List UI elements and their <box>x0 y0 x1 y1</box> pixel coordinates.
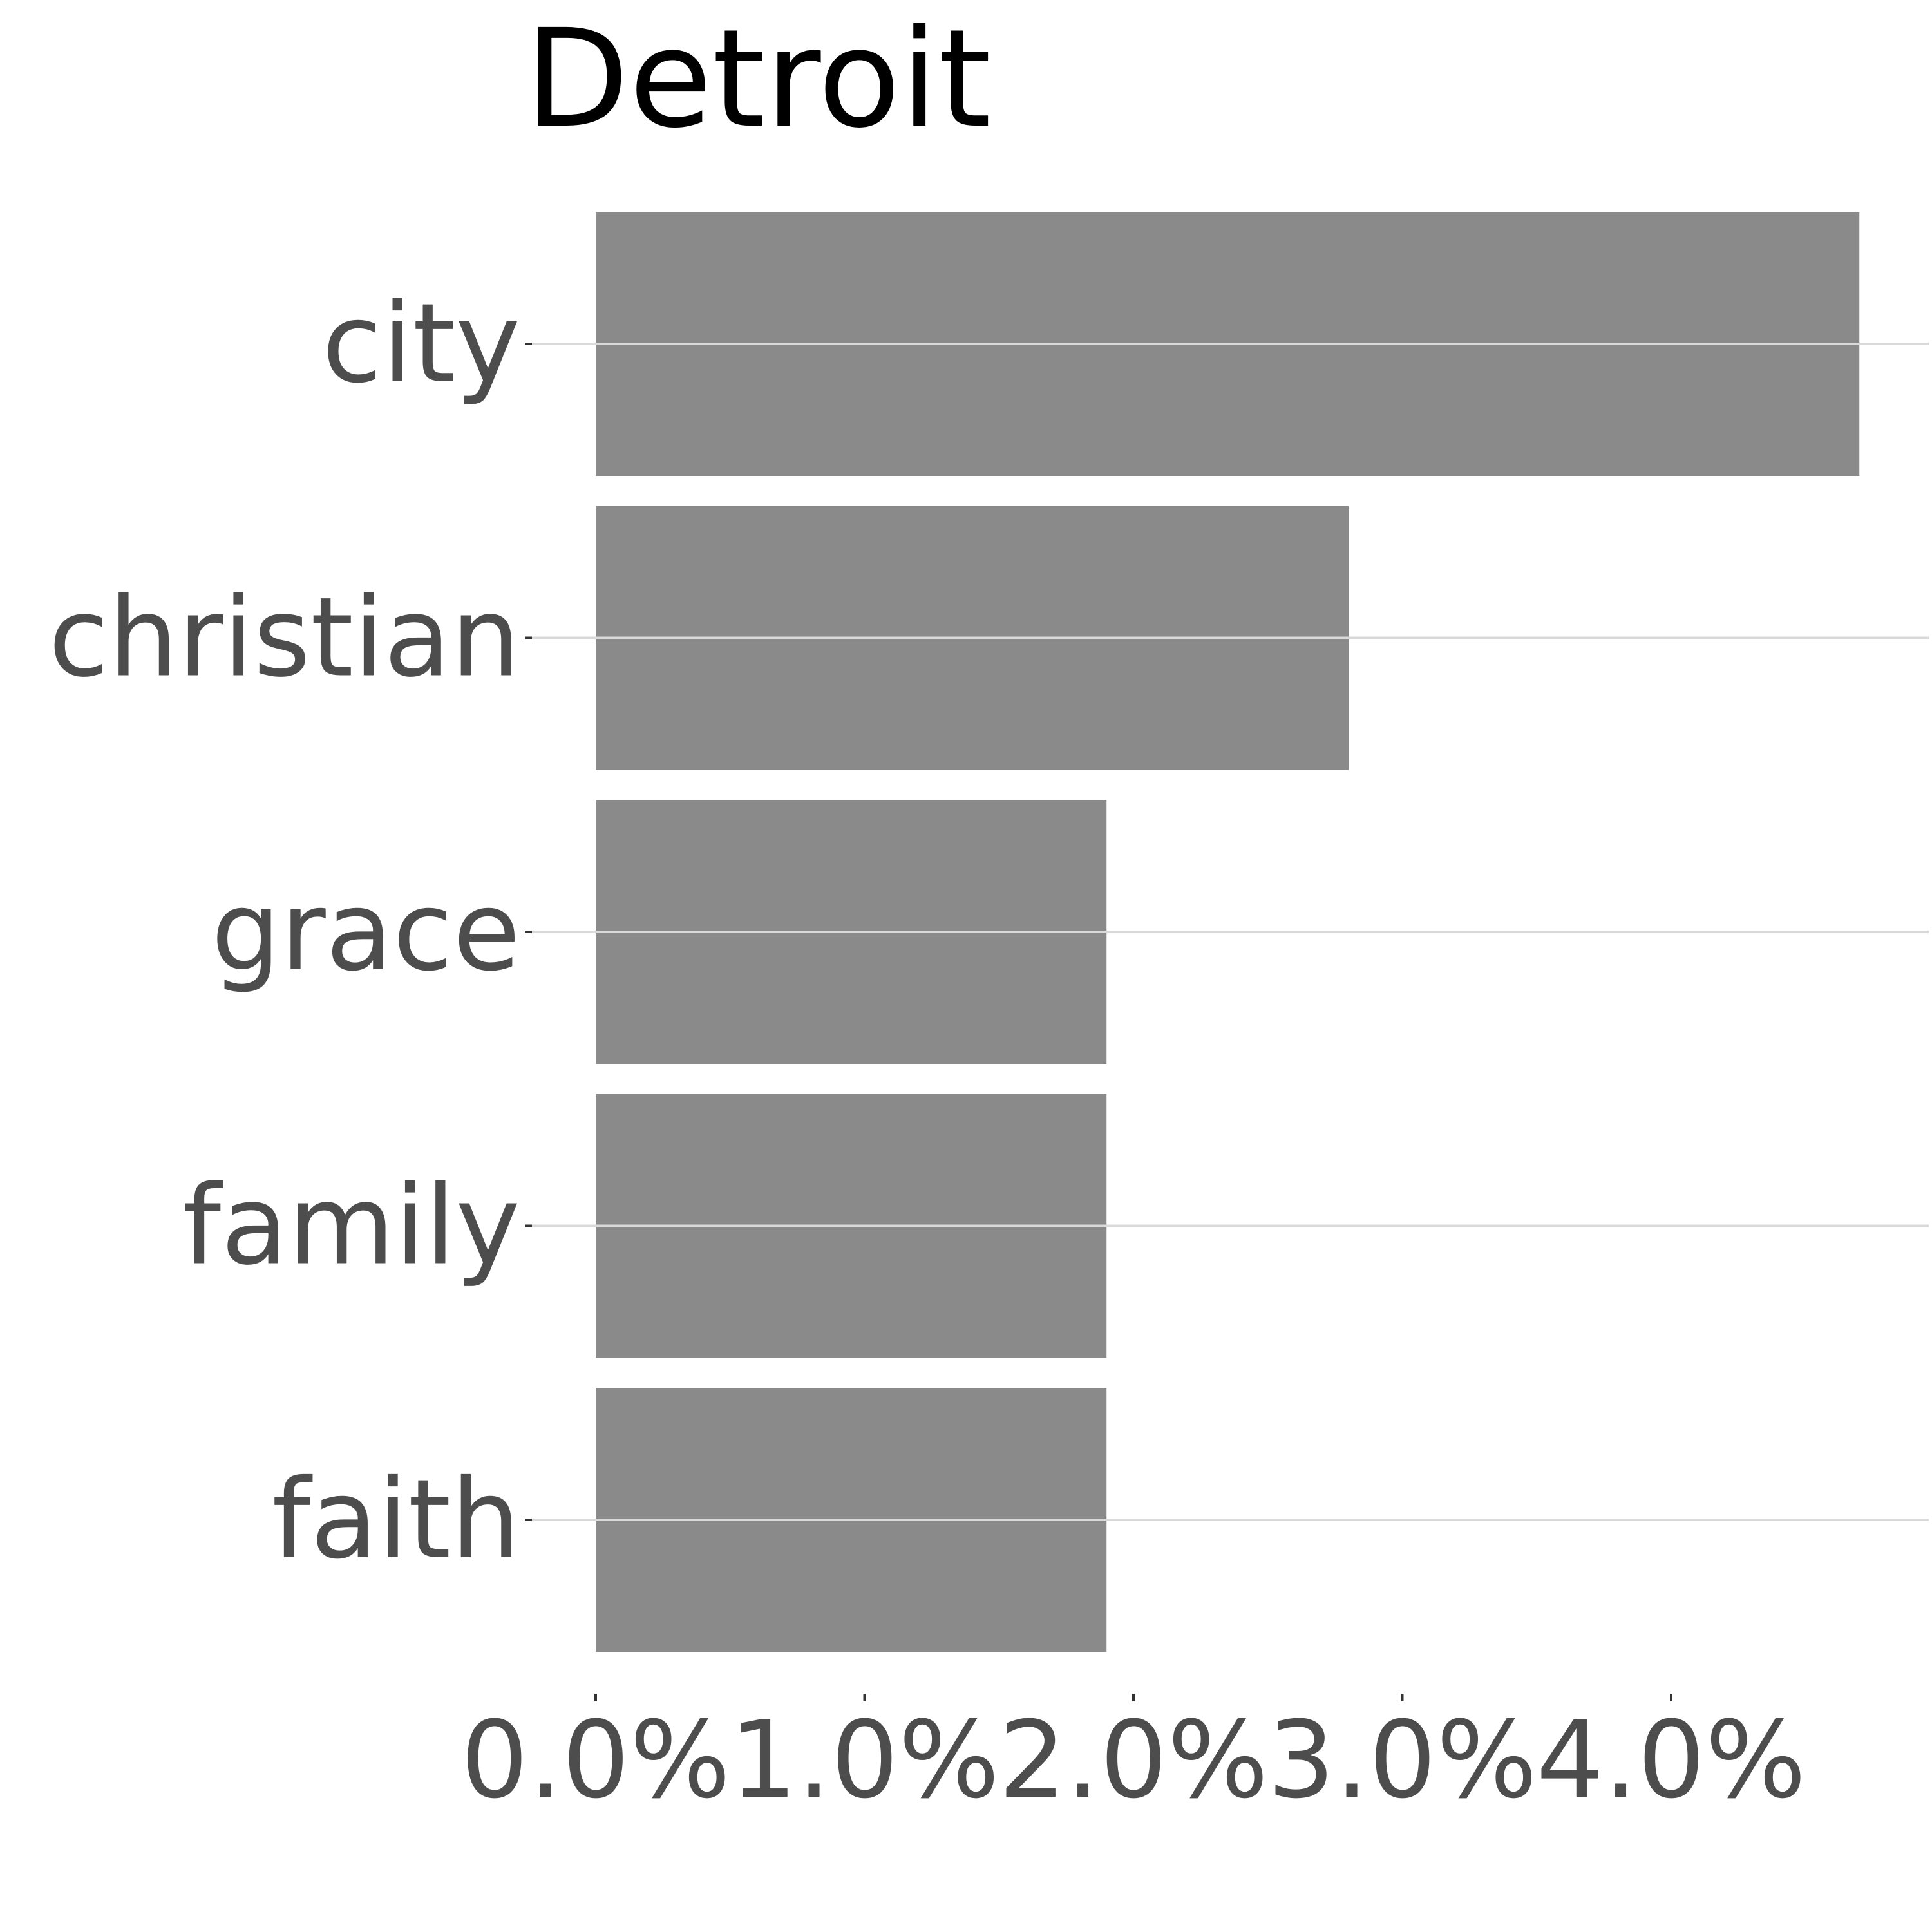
y-label-faith: faith <box>272 1456 520 1584</box>
y-label-family: family <box>182 1162 520 1290</box>
grid-lines <box>525 343 1929 1521</box>
y-axis-labels: city christian grace family faith <box>48 280 520 1584</box>
x-tick-label-4: 4.0% <box>1536 1698 1806 1822</box>
chart-title: Detroit <box>525 0 991 158</box>
x-tick-label-3: 3.0% <box>1267 1698 1537 1822</box>
y-label-christian: christian <box>48 574 520 702</box>
x-axis-labels: 0.0%1.0%2.0%3.0%4.0% <box>460 1698 1806 1822</box>
y-label-grace: grace <box>211 868 520 996</box>
y-axis-ticks <box>525 343 532 1521</box>
x-axis-ticks <box>594 1694 1672 1701</box>
x-tick-label-1: 1.0% <box>730 1698 999 1822</box>
x-tick-label-0: 0.0% <box>460 1698 730 1822</box>
y-label-city: city <box>322 280 520 408</box>
x-tick-label-2: 2.0% <box>998 1698 1268 1822</box>
